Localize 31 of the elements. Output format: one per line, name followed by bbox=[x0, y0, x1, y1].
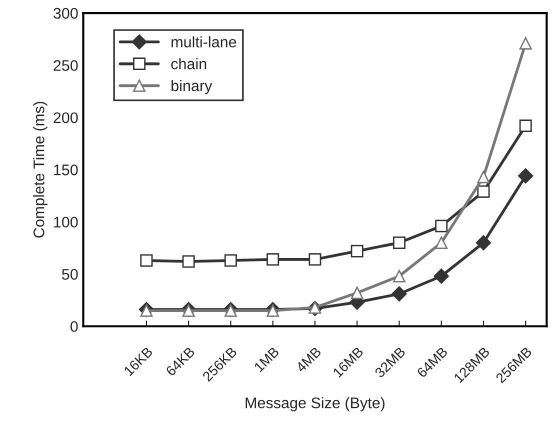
legend-label: binary bbox=[172, 80, 212, 94]
point bbox=[434, 268, 449, 284]
point bbox=[392, 270, 406, 282]
point bbox=[350, 244, 364, 258]
y-tick-label: 50 bbox=[62, 268, 78, 280]
y-tick-label: 200 bbox=[54, 112, 78, 124]
legend-label: chain bbox=[171, 58, 206, 70]
point bbox=[435, 220, 448, 232]
y-tick-label: 250 bbox=[54, 60, 78, 71]
point bbox=[518, 168, 534, 184]
point bbox=[435, 236, 448, 249]
point bbox=[476, 235, 492, 250]
point bbox=[477, 185, 490, 198]
y-axis-title: Complete Time (ms) bbox=[33, 102, 48, 238]
point bbox=[350, 286, 364, 300]
point bbox=[266, 253, 280, 266]
point bbox=[477, 170, 490, 184]
point bbox=[519, 37, 532, 50]
point bbox=[392, 286, 407, 302]
y-tick-label: 0 bbox=[70, 321, 78, 332]
point bbox=[519, 120, 532, 132]
y-tick-label: 100 bbox=[54, 216, 78, 228]
point bbox=[392, 236, 406, 249]
point bbox=[224, 254, 237, 267]
point bbox=[182, 255, 195, 268]
y-tick-label: 300 bbox=[53, 8, 78, 19]
point bbox=[140, 254, 153, 267]
y-tick-label: 150 bbox=[54, 164, 78, 176]
x-axis-title: Message Size (Byte) bbox=[246, 397, 384, 412]
point bbox=[308, 253, 322, 266]
legend-label: multi-lane bbox=[172, 36, 236, 48]
